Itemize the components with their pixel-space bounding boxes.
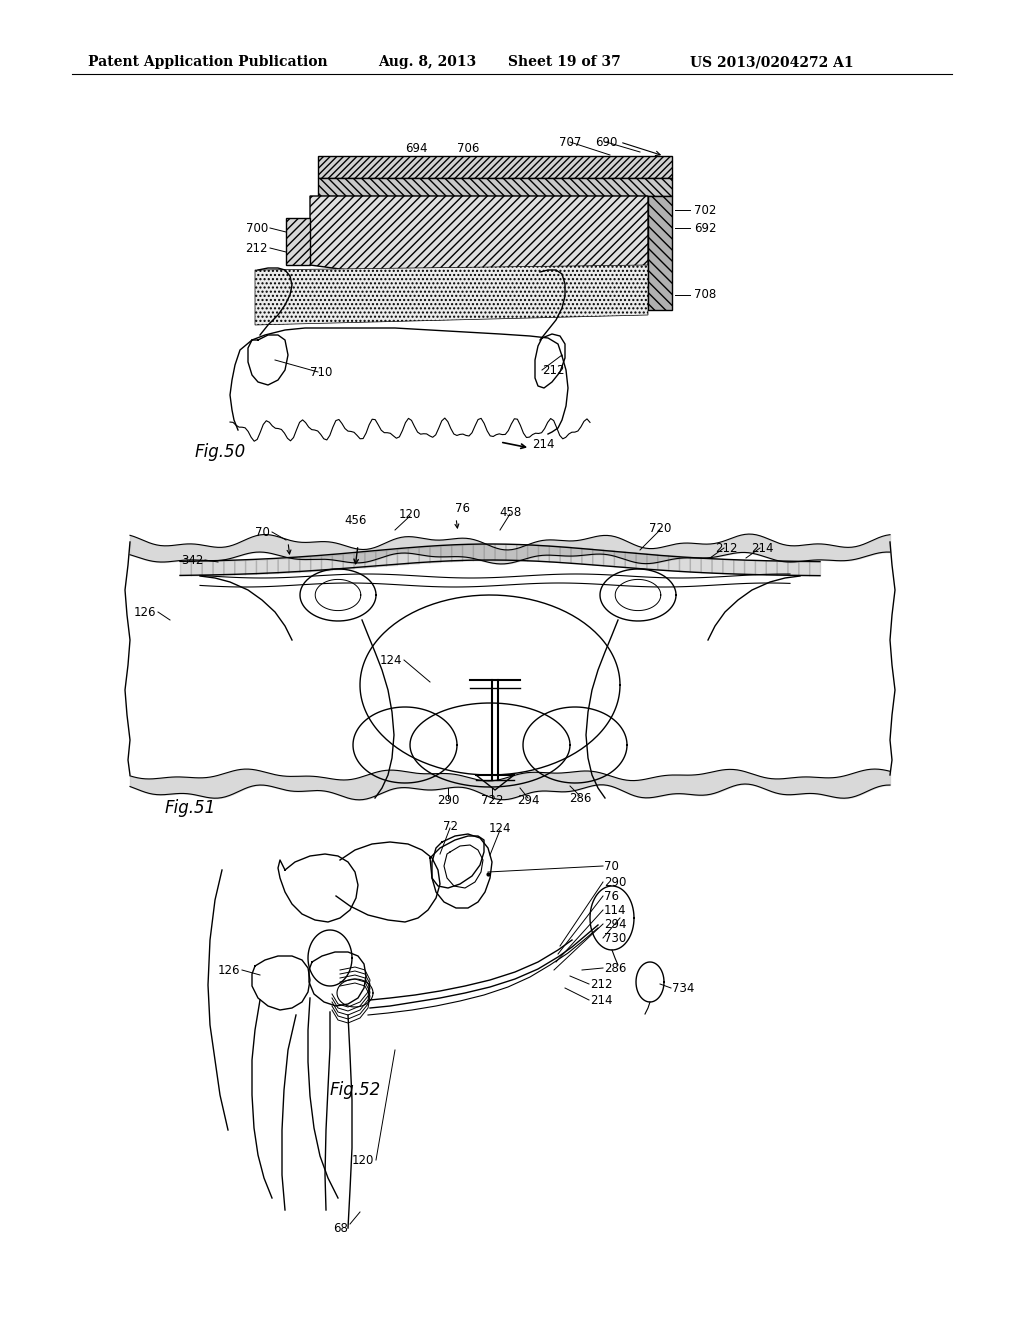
Text: 70: 70 <box>255 525 270 539</box>
Text: 212: 212 <box>246 242 268 255</box>
Text: 720: 720 <box>649 521 671 535</box>
Polygon shape <box>648 195 672 310</box>
Text: 70: 70 <box>604 859 618 873</box>
Text: 114: 114 <box>604 903 627 916</box>
Text: 710: 710 <box>310 366 333 379</box>
Text: 294: 294 <box>517 793 540 807</box>
Text: Fig.51: Fig.51 <box>165 799 216 817</box>
Text: 730: 730 <box>604 932 627 945</box>
Text: 706: 706 <box>457 141 479 154</box>
Text: 700: 700 <box>246 222 268 235</box>
Text: 707: 707 <box>559 136 582 149</box>
Text: 214: 214 <box>751 541 773 554</box>
Text: 290: 290 <box>604 875 627 888</box>
Text: 72: 72 <box>442 820 458 833</box>
Text: Aug. 8, 2013: Aug. 8, 2013 <box>378 55 476 69</box>
Text: Fig.52: Fig.52 <box>330 1081 381 1100</box>
Text: 708: 708 <box>694 289 716 301</box>
Text: 212: 212 <box>590 978 612 990</box>
Polygon shape <box>310 195 648 310</box>
Text: 76: 76 <box>455 502 469 515</box>
Text: 286: 286 <box>568 792 591 804</box>
Text: 212: 212 <box>715 541 737 554</box>
Polygon shape <box>255 265 648 325</box>
Text: 722: 722 <box>480 793 503 807</box>
Text: 342: 342 <box>181 553 204 566</box>
Text: 124: 124 <box>380 653 402 667</box>
Text: Fig.50: Fig.50 <box>195 444 246 461</box>
Text: 286: 286 <box>604 961 627 974</box>
Text: Patent Application Publication: Patent Application Publication <box>88 55 328 69</box>
Text: 68: 68 <box>333 1221 348 1234</box>
Text: 212: 212 <box>542 363 564 376</box>
Text: 290: 290 <box>437 793 459 807</box>
Text: 702: 702 <box>694 203 717 216</box>
Text: 458: 458 <box>499 506 521 519</box>
Text: 734: 734 <box>672 982 694 994</box>
Text: Sheet 19 of 37: Sheet 19 of 37 <box>508 55 621 69</box>
Text: US 2013/0204272 A1: US 2013/0204272 A1 <box>690 55 854 69</box>
Text: 692: 692 <box>694 222 717 235</box>
Text: 76: 76 <box>604 890 618 903</box>
Polygon shape <box>318 178 672 195</box>
Text: 690: 690 <box>595 136 617 149</box>
Text: 294: 294 <box>604 917 627 931</box>
Text: 126: 126 <box>217 964 240 977</box>
Text: 120: 120 <box>351 1154 374 1167</box>
Text: 694: 694 <box>404 141 427 154</box>
Text: 456: 456 <box>345 513 368 527</box>
Text: 214: 214 <box>590 994 612 1006</box>
Polygon shape <box>286 218 310 265</box>
Text: 120: 120 <box>398 507 421 520</box>
Text: 124: 124 <box>488 821 511 834</box>
Text: 214: 214 <box>532 437 555 450</box>
Polygon shape <box>318 156 672 178</box>
Text: 126: 126 <box>133 606 156 619</box>
